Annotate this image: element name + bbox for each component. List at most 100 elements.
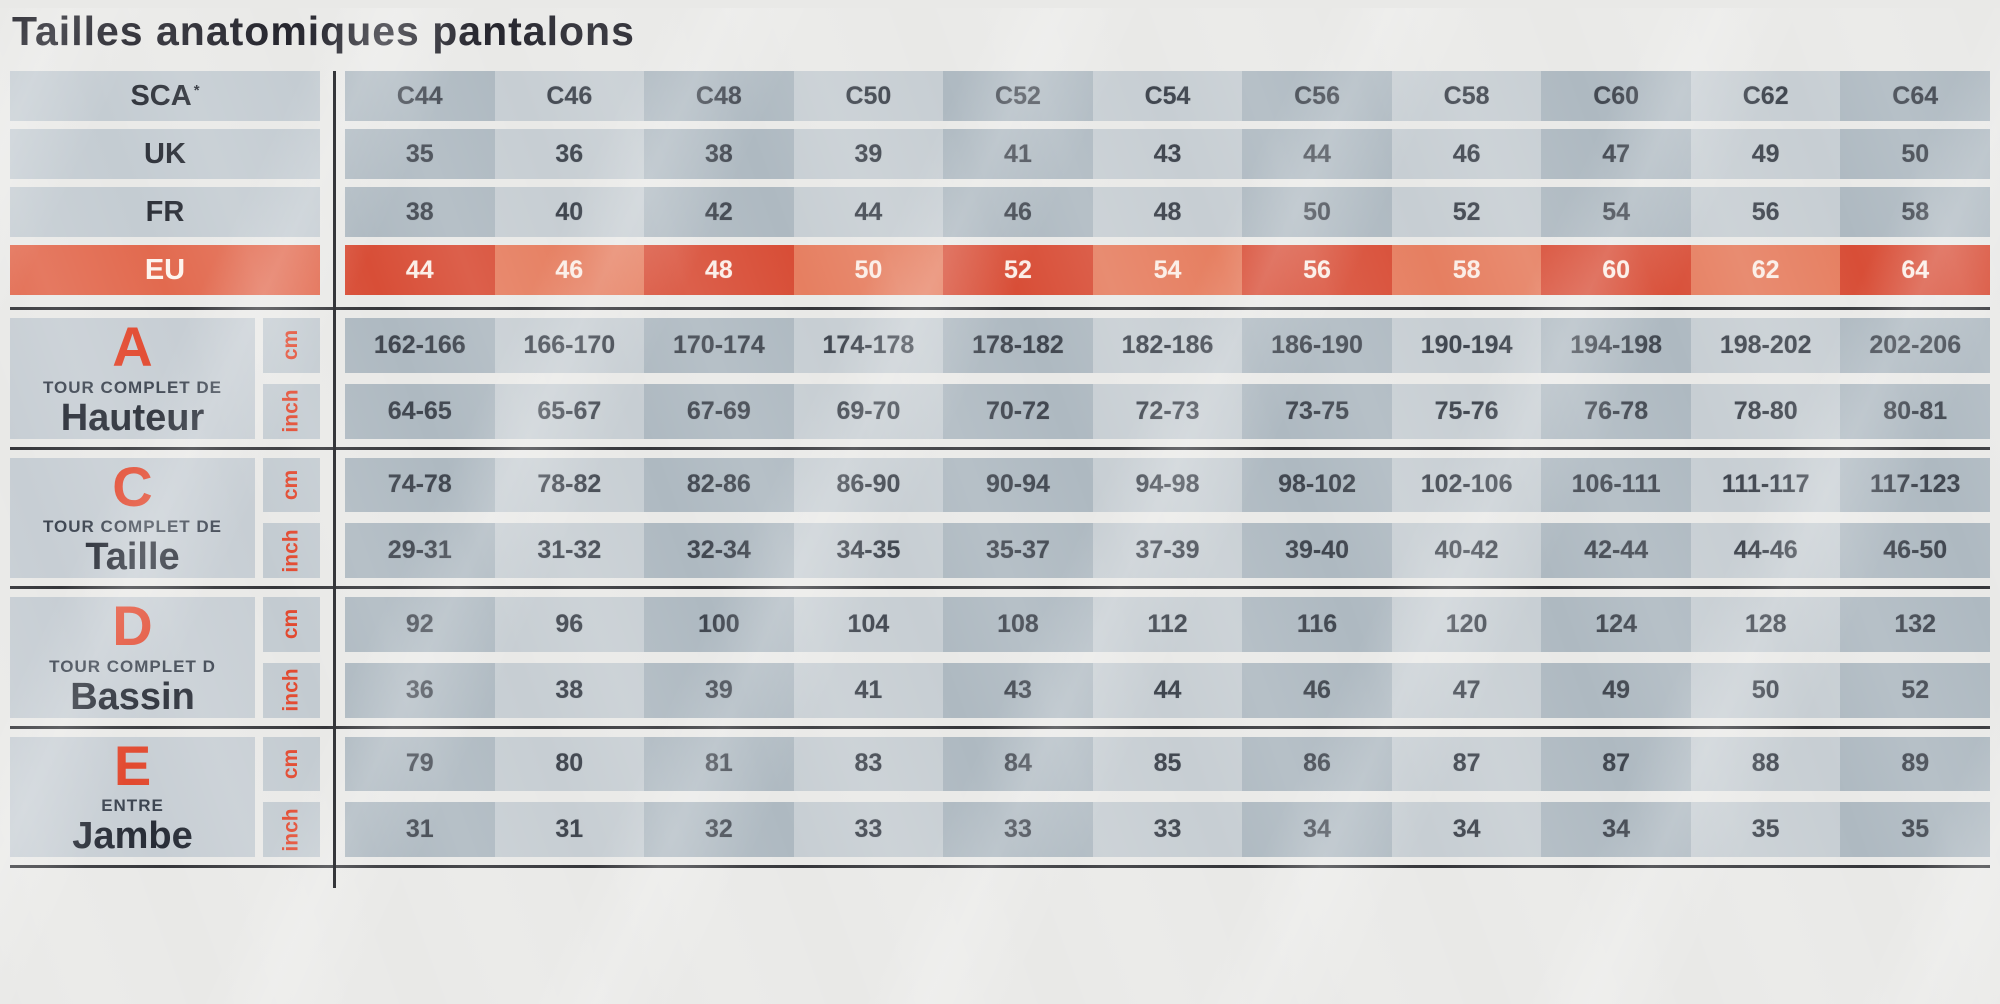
section-row-inch: 64-65 65-67 67-69 69-70 70-72 72-73 73-75 75-76… bbox=[345, 383, 1991, 439]
section-name: Jambe bbox=[72, 815, 193, 858]
value-cell: 198-202 bbox=[1690, 318, 1841, 373]
section-row-inch: 36 38 39 41 43 44 46 47 49 50 52 bbox=[345, 662, 1991, 718]
value-cell: 84 bbox=[943, 736, 1093, 792]
value-cell: 54 bbox=[1541, 187, 1691, 237]
value-cell: 88 bbox=[1690, 736, 1841, 792]
value-cell: 39-40 bbox=[1242, 523, 1392, 579]
value-cell: 40-42 bbox=[1391, 523, 1542, 579]
unit-cell-inch: inch bbox=[263, 802, 320, 858]
header-values-eu: 44 46 48 50 52 54 56 58 60 62 64 bbox=[345, 245, 1991, 295]
value-cell: 86 bbox=[1242, 736, 1392, 792]
section-row-cm: 162-166 166-170 170-174 174-178 178-182 182-1… bbox=[345, 318, 1991, 373]
section-label-hauteur: A TOUR COMPLET DE Hauteur bbox=[10, 315, 255, 439]
section-subtitle: ENTRE bbox=[101, 796, 164, 816]
value-cell: 87 bbox=[1391, 736, 1542, 792]
value-cell: 35 bbox=[345, 129, 495, 179]
value-cell: 58 bbox=[1391, 245, 1542, 295]
section-data: 92 96 100 104 108 112 116 120 124 128 132 36 38 39 41 4… bbox=[345, 597, 1991, 718]
header-row-uk: UK 35 36 38 39 41 43 44 46 47 49 50 bbox=[10, 129, 1991, 179]
section-data: 79 80 81 83 84 85 86 87 87 88 89 31 31 32 33 33 33 34 34 34… bbox=[345, 736, 1991, 858]
value-cell: 46 bbox=[1242, 662, 1392, 718]
value-cell: 108 bbox=[943, 597, 1093, 652]
value-cell: C54 bbox=[1092, 71, 1243, 121]
section-hauteur: A TOUR COMPLET DE Hauteur cm inch 162-166 166-… bbox=[10, 307, 1991, 447]
value-cell: 78-82 bbox=[494, 457, 645, 513]
value-cell: C56 bbox=[1242, 71, 1392, 121]
value-cell: 50 bbox=[1242, 187, 1392, 237]
value-cell: 33 bbox=[943, 802, 1093, 858]
section-name: Bassin bbox=[70, 675, 195, 718]
value-cell: 65-67 bbox=[494, 383, 645, 439]
value-cell: 48 bbox=[644, 245, 794, 295]
value-cell: 44-46 bbox=[1690, 523, 1841, 579]
value-cell: 41 bbox=[793, 662, 944, 718]
value-cell: 94-98 bbox=[1092, 457, 1243, 513]
value-cell: 46 bbox=[494, 245, 645, 295]
section-letter: C bbox=[112, 454, 153, 518]
value-cell: C50 bbox=[793, 71, 944, 121]
value-cell: 36 bbox=[345, 662, 495, 718]
value-cell: 116 bbox=[1242, 597, 1392, 652]
value-cell: 104 bbox=[793, 597, 944, 652]
header-row-sca: SCA * C44 C46 C48 C50 C52 C54 C56 C58 C60 C62 C64 bbox=[10, 71, 1991, 121]
value-cell: 82-86 bbox=[644, 457, 794, 513]
section-data: 162-166 166-170 170-174 174-178 178-182 182-1… bbox=[345, 318, 1991, 439]
unit-label-cm: cm bbox=[279, 330, 303, 361]
value-cell: 35 bbox=[1840, 802, 1991, 858]
section-name: Hauteur bbox=[60, 396, 205, 439]
value-cell: 92 bbox=[345, 597, 495, 652]
section-row-cm: 79 80 81 83 84 85 86 87 87 88 89 bbox=[345, 736, 1991, 792]
section-letter: E bbox=[113, 733, 152, 797]
header-values-sca: C44 C46 C48 C50 C52 C54 C56 C58 C60 C62 C64 bbox=[345, 71, 1991, 121]
value-cell: 79 bbox=[345, 736, 495, 792]
value-cell: C60 bbox=[1541, 71, 1691, 121]
size-table: SCA * C44 C46 C48 C50 C52 C54 C56 C58 C60 C62 C64 UK 3… bbox=[10, 71, 1991, 889]
value-cell: 90-94 bbox=[943, 457, 1093, 513]
value-cell: 36 bbox=[494, 129, 645, 179]
value-cell: 41 bbox=[943, 129, 1093, 179]
value-cell: 78-80 bbox=[1690, 383, 1841, 439]
unit-column: cm inch bbox=[263, 597, 320, 718]
value-cell: 98-102 bbox=[1242, 457, 1392, 513]
value-cell: 46-50 bbox=[1840, 523, 1991, 579]
asterisk-mark: * bbox=[193, 81, 200, 99]
value-cell: 202-206 bbox=[1840, 318, 1991, 373]
value-cell: 52 bbox=[1391, 187, 1542, 237]
value-cell: 34 bbox=[1242, 802, 1392, 858]
section-jambe: E ENTRE Jambe cm inch 79 80 81 83 84 85 86 87 87 88 89 3… bbox=[10, 725, 1991, 869]
value-cell: 47 bbox=[1391, 662, 1542, 718]
value-cell: 67-69 bbox=[644, 383, 794, 439]
value-cell: 44 bbox=[345, 245, 495, 295]
unit-cell-cm: cm bbox=[263, 457, 320, 513]
section-letter: D bbox=[112, 594, 153, 658]
value-cell: 117-123 bbox=[1840, 457, 1991, 513]
value-cell: 56 bbox=[1690, 187, 1841, 237]
value-cell: 100 bbox=[644, 597, 794, 652]
unit-cell-cm: cm bbox=[263, 597, 320, 652]
unit-label-inch: inch bbox=[279, 668, 303, 712]
unit-label-cm: cm bbox=[279, 469, 303, 501]
unit-label-inch: inch bbox=[279, 529, 303, 573]
value-cell: 64-65 bbox=[345, 383, 495, 439]
value-cell: 186-190 bbox=[1242, 318, 1392, 373]
value-cell: 33 bbox=[793, 802, 944, 858]
value-cell: 182-186 bbox=[1092, 318, 1243, 373]
value-cell: 64 bbox=[1840, 245, 1991, 295]
section-letter: A bbox=[112, 315, 153, 378]
value-cell: 31 bbox=[494, 802, 645, 858]
value-cell: 38 bbox=[345, 187, 495, 237]
value-cell: 40 bbox=[494, 187, 645, 237]
value-cell: 46 bbox=[943, 187, 1093, 237]
value-cell: 50 bbox=[1840, 129, 1991, 179]
value-cell: 76-78 bbox=[1541, 383, 1691, 439]
value-cell: 85 bbox=[1092, 736, 1243, 792]
value-cell: 72-73 bbox=[1092, 383, 1243, 439]
value-cell: C52 bbox=[943, 71, 1093, 121]
value-cell: C64 bbox=[1840, 71, 1991, 121]
value-cell: 178-182 bbox=[943, 318, 1093, 373]
value-cell: 83 bbox=[793, 736, 944, 792]
value-cell: 42-44 bbox=[1541, 523, 1691, 579]
value-cell: 102-106 bbox=[1391, 457, 1542, 513]
value-cell: 74-78 bbox=[345, 457, 495, 513]
value-cell: 73-75 bbox=[1242, 383, 1392, 439]
